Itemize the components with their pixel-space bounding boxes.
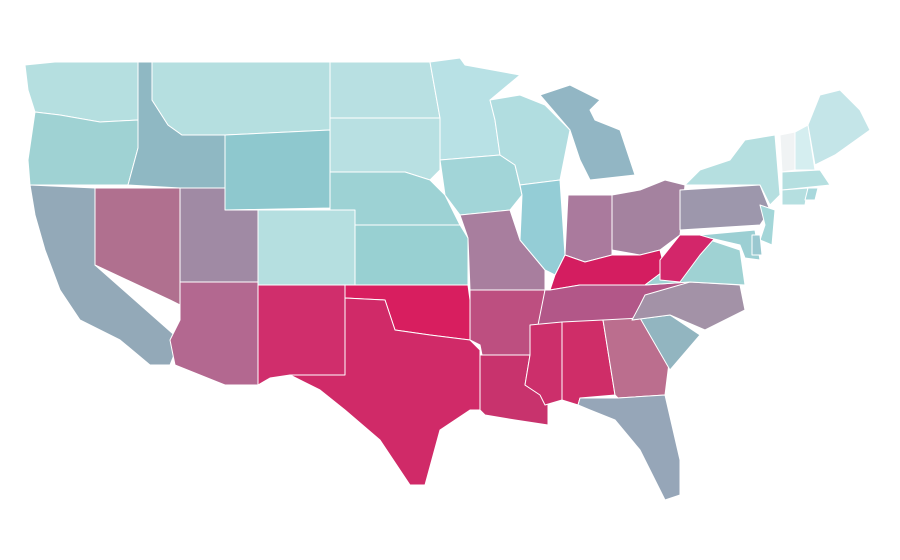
- state-region: [759, 204, 776, 246]
- state-region: [577, 394, 681, 501]
- state-region: [781, 187, 809, 206]
- state-region: [781, 169, 831, 191]
- state-region: [257, 209, 356, 286]
- state-region: [804, 187, 819, 201]
- state-region: [289, 297, 481, 486]
- state-region: [224, 129, 331, 211]
- state-region: [151, 61, 331, 136]
- state-region: [94, 187, 181, 306]
- state-region: [699, 229, 761, 261]
- state-region: [257, 284, 346, 386]
- state-region: [679, 184, 771, 231]
- state-region: [807, 89, 871, 166]
- state-region: [329, 61, 441, 119]
- state-region: [329, 117, 441, 181]
- state-region: [779, 131, 796, 173]
- state-region: [751, 234, 763, 256]
- state-region: [27, 111, 139, 186]
- state-region: [439, 154, 523, 216]
- state-region: [659, 234, 716, 283]
- state-region: [539, 84, 636, 181]
- state-region: [564, 194, 613, 263]
- state-region: [459, 209, 546, 291]
- state-region: [354, 224, 469, 286]
- state-region: [519, 179, 566, 276]
- state-region: [169, 281, 259, 386]
- state-region: [684, 134, 781, 206]
